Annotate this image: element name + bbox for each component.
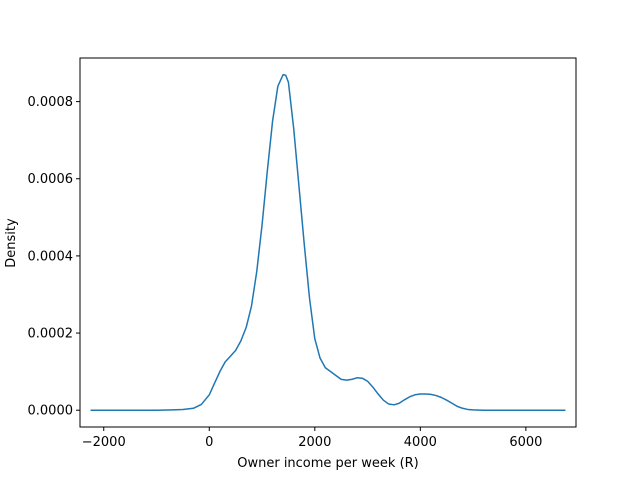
x-axis-ticks: −2000 0 2000 4000 6000: [82, 427, 542, 450]
x-tick-label: 2000: [298, 435, 331, 450]
y-axis-label: Density: [4, 218, 19, 268]
x-tick-label: 4000: [404, 435, 437, 450]
y-tick-label: 0.0006: [28, 172, 74, 187]
y-tick-label: 0.0002: [28, 327, 74, 342]
y-axis-ticks: 0.0000 0.0002 0.0004 0.0006 0.0008: [28, 95, 80, 419]
x-tick-label: 6000: [509, 435, 542, 450]
density-line: [90, 73, 566, 411]
y-tick-label: 0.0000: [28, 404, 74, 419]
x-axis-label: Owner income per week (R): [237, 456, 419, 471]
x-tick-label: −2000: [82, 435, 126, 450]
y-tick-label: 0.0004: [28, 249, 74, 264]
x-tick-label: 0: [205, 435, 213, 450]
y-tick-label: 0.0008: [28, 95, 74, 110]
plot-layer: [90, 73, 566, 411]
plot-frame: [79, 57, 577, 428]
